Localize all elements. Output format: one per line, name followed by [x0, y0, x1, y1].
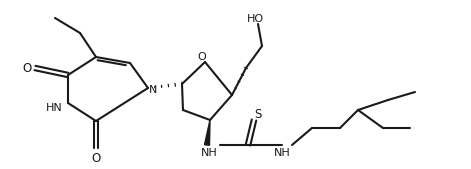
Text: N: N	[149, 85, 157, 95]
Text: NH: NH	[201, 148, 218, 158]
Text: O: O	[91, 151, 101, 164]
Text: O: O	[198, 52, 206, 62]
Text: NH: NH	[274, 148, 291, 158]
Text: O: O	[23, 62, 32, 75]
Text: S: S	[254, 108, 262, 122]
Text: HO: HO	[246, 14, 264, 24]
Text: HN: HN	[46, 103, 62, 113]
Polygon shape	[204, 120, 210, 145]
